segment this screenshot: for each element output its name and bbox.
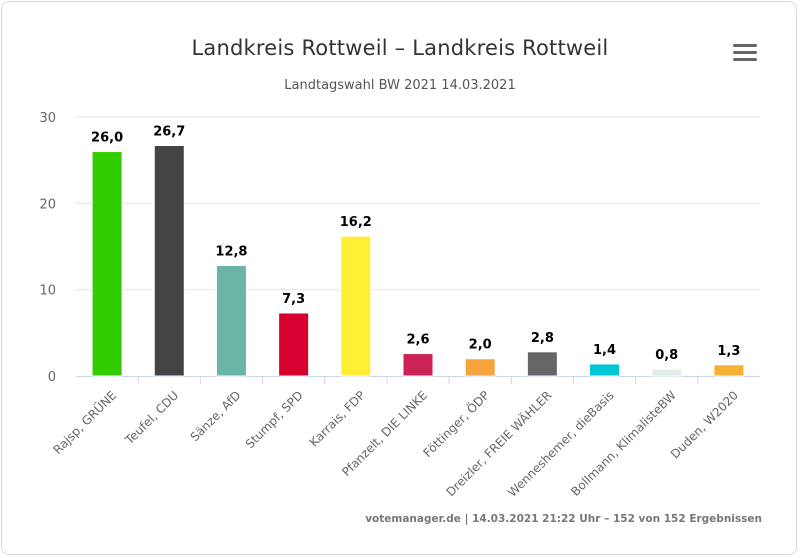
bar [713, 364, 745, 377]
y-tick-label: 30 [39, 111, 56, 126]
data-label: 2,0 [469, 338, 492, 353]
x-tick-label: Sänze, AfD [188, 388, 244, 444]
credits-text[interactable]: votemanager.de | 14.03.2021 21:22 Uhr – … [365, 513, 762, 525]
data-label: 2,8 [531, 331, 554, 346]
hamburger-menu-icon[interactable] [733, 44, 757, 64]
bar [526, 351, 558, 377]
x-tick-label: Bollmann, KlimalisteBW [568, 388, 679, 499]
bar [651, 368, 683, 377]
bar [464, 358, 496, 377]
data-label: 16,2 [340, 215, 372, 230]
data-label: 1,3 [717, 344, 740, 359]
y-tick-label: 10 [39, 284, 56, 299]
x-tick-label: Karrais, FDP [307, 388, 368, 449]
chart-title: Landkreis Rottweil – Landkreis Rottweil [191, 36, 609, 60]
data-label: 7,3 [282, 292, 305, 307]
bar [215, 264, 247, 377]
data-label: 12,8 [215, 244, 247, 259]
chart-subtitle: Landtagswahl BW 2021 14.03.2021 [284, 78, 516, 93]
data-label: 2,6 [406, 333, 429, 348]
bar [278, 312, 310, 377]
x-tick-label: Teufel, CDU [122, 388, 182, 448]
bar [402, 353, 434, 377]
bar [340, 235, 372, 377]
bar [91, 151, 123, 377]
bar [589, 363, 621, 377]
y-tick-label: 20 [39, 197, 56, 212]
x-tick-label: Föttinger, ÖDP [419, 387, 492, 460]
y-tick-label: 0 [48, 370, 56, 385]
x-tick-label: Stumpf, SPD [243, 388, 306, 451]
bar [153, 144, 185, 377]
data-label: 26,0 [91, 131, 123, 146]
x-tick-label: Dreizler, FREIE WÄHLER [443, 388, 555, 500]
data-label: 0,8 [655, 348, 678, 363]
x-tick-label: Duden, W2020 [668, 388, 741, 461]
data-label: 26,7 [153, 124, 185, 139]
data-label: 1,4 [593, 343, 616, 358]
x-tick-label: Rajsp, GRÜNE [49, 387, 119, 457]
x-tick-label: Wenneshemer, dieBasis [505, 388, 617, 500]
